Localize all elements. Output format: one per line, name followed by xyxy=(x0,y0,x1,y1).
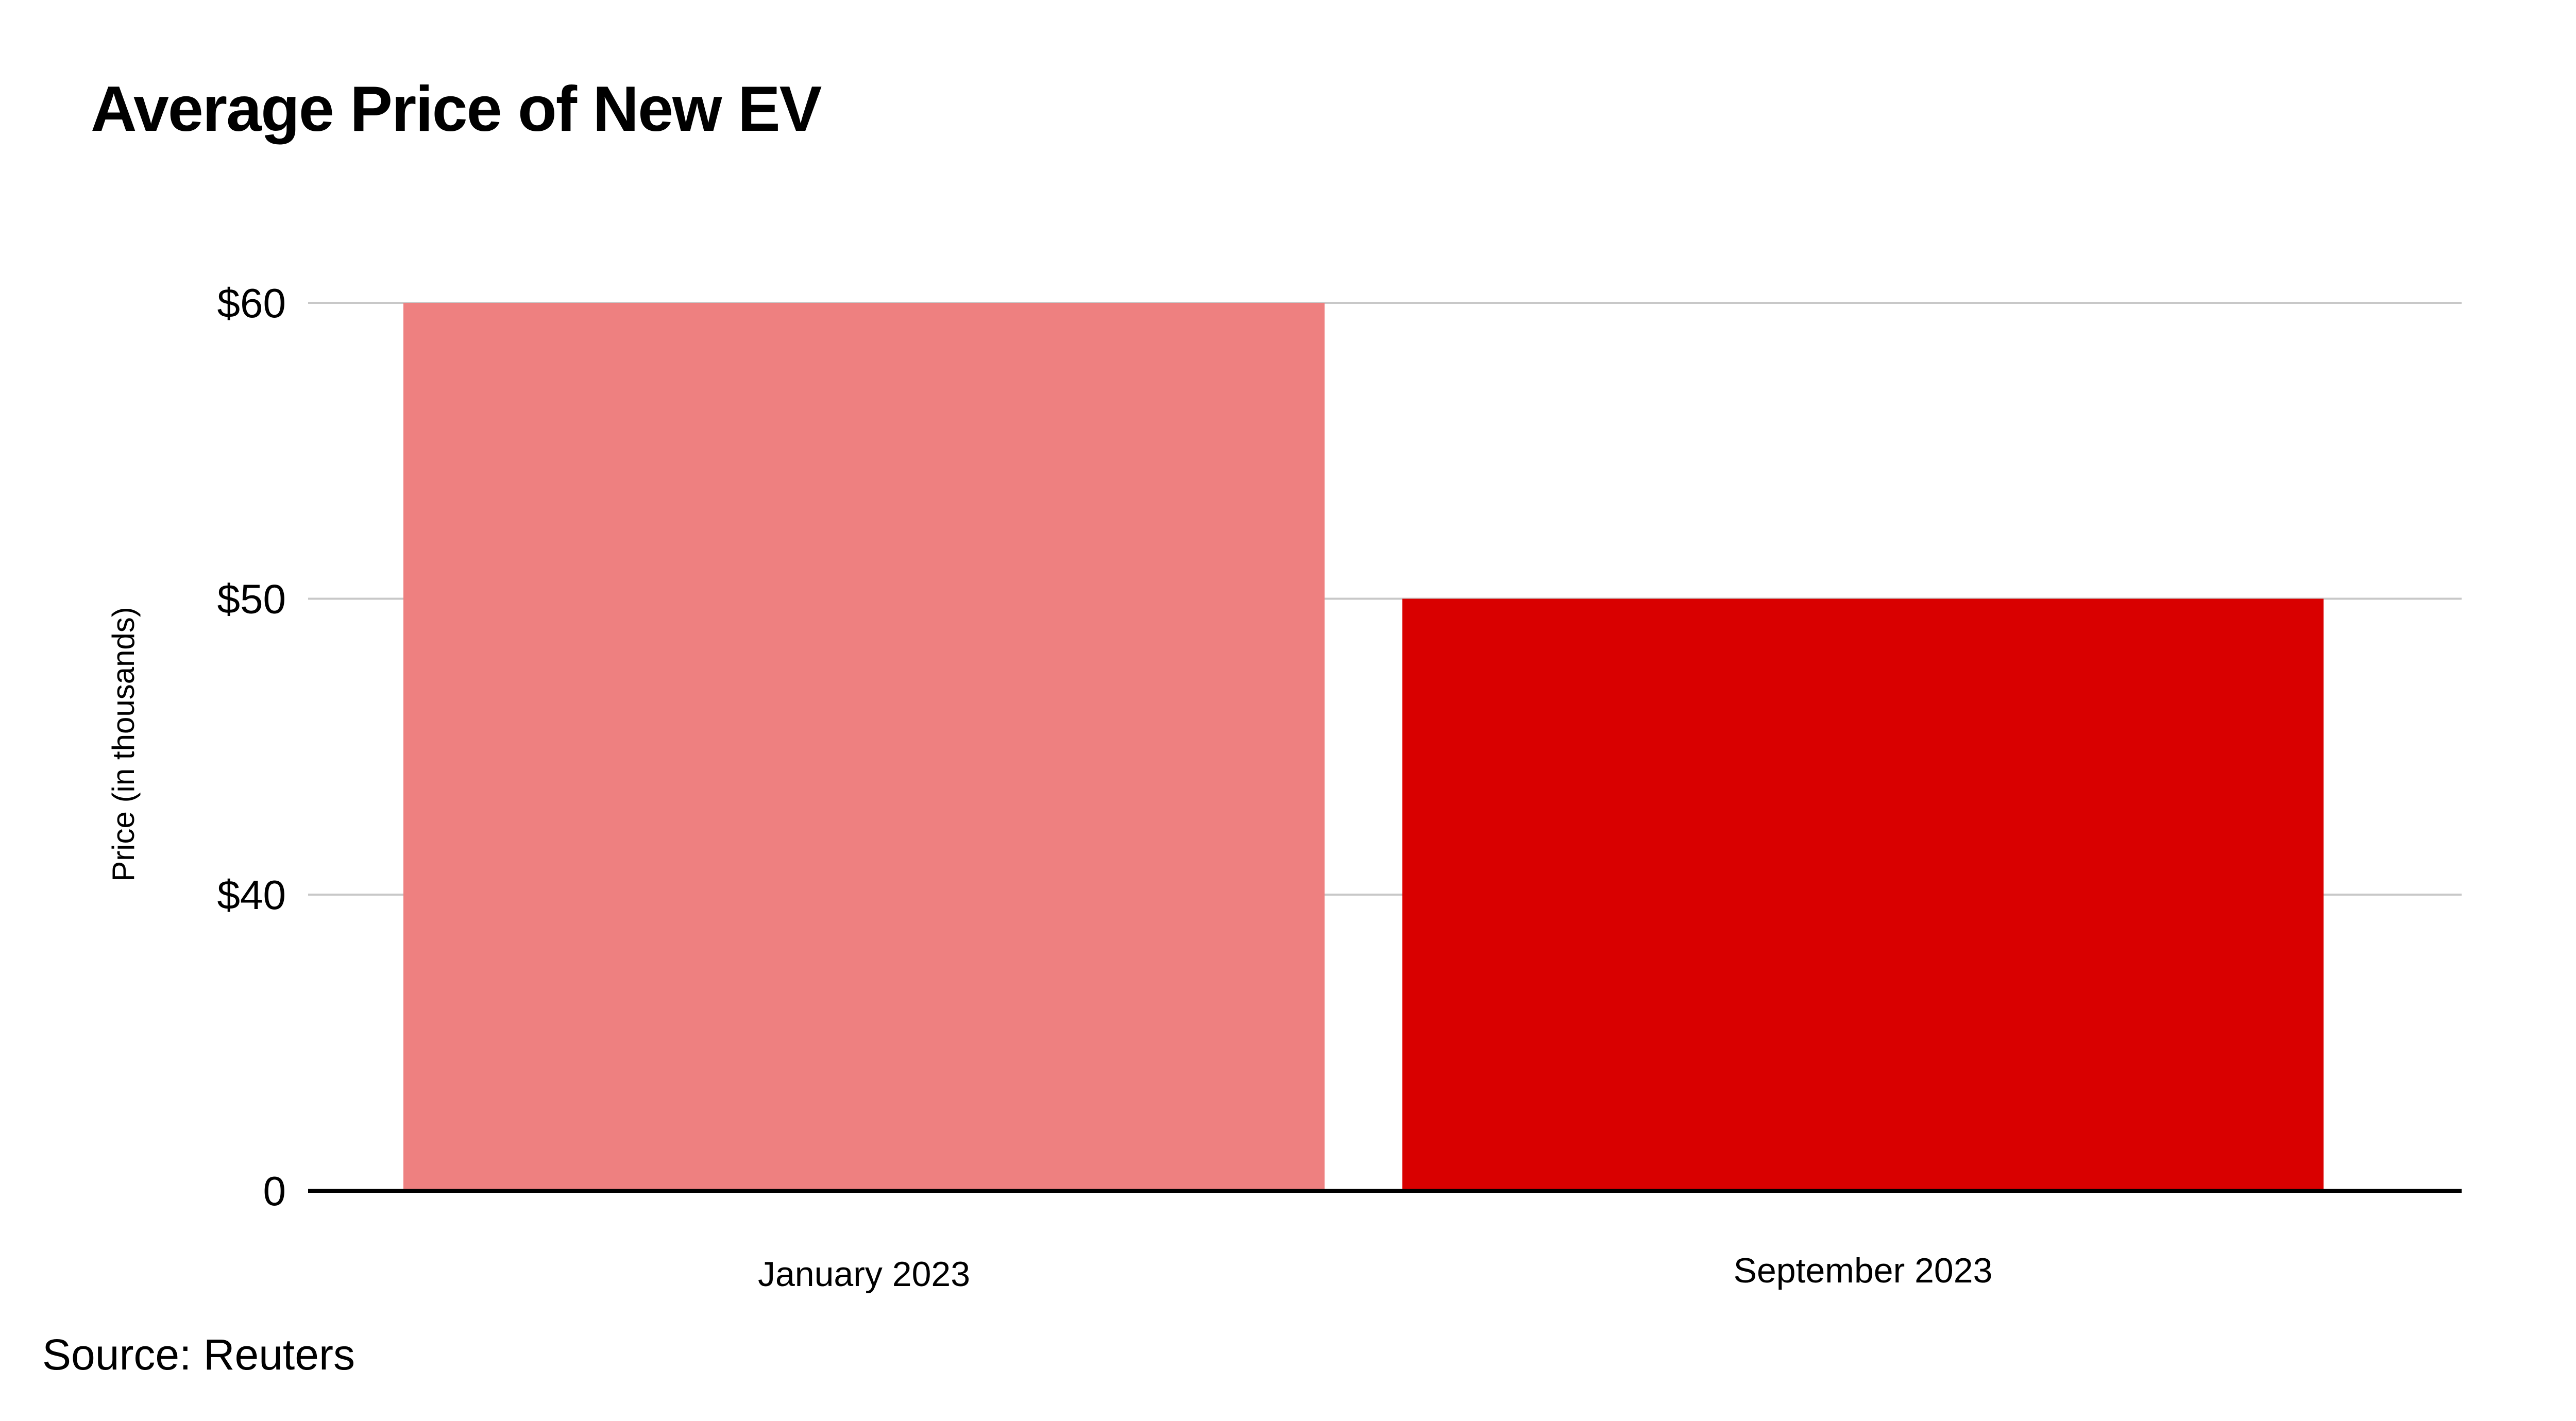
x-tick-label: January 2023 xyxy=(758,1255,970,1294)
y-tick-label: 0 xyxy=(263,1168,286,1214)
y-tick-label: $50 xyxy=(217,576,286,622)
chart-title: Average Price of New EV xyxy=(91,74,822,145)
y-axis-ticks: 0 $40 $50 $60 xyxy=(217,280,286,1214)
bars xyxy=(403,303,2324,1191)
y-tick-label: $40 xyxy=(217,872,286,918)
y-axis-title: Price (in thousands) xyxy=(106,607,141,882)
bar-2 xyxy=(1402,598,2324,1191)
x-axis-ticks: January 2023 September 2023 xyxy=(758,1251,1992,1294)
source-note: Source: Reuters xyxy=(42,1330,355,1379)
x-tick-label: September 2023 xyxy=(1734,1251,1993,1290)
bar-1 xyxy=(403,303,1325,1191)
y-tick-label: $60 xyxy=(217,280,286,326)
